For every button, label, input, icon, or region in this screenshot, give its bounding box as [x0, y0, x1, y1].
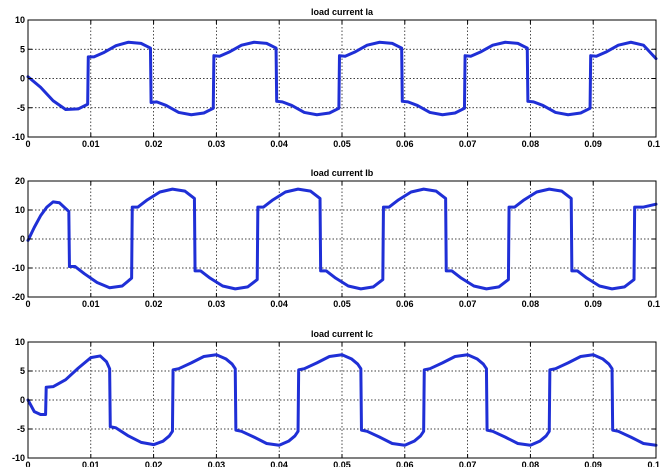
x-tick-label: 0.03 — [208, 139, 226, 149]
x-tick-label: 0.1 — [647, 460, 660, 467]
y-tick-label: 10 — [15, 337, 25, 347]
x-tick-label: 0.03 — [208, 460, 226, 467]
data-line-series-0 — [26, 40, 658, 117]
x-tick-label: 0.08 — [522, 460, 540, 467]
x-tick-label: 0.06 — [396, 299, 414, 309]
x-tick-label: 0.01 — [82, 460, 100, 467]
x-tick-label: 0.02 — [145, 460, 163, 467]
x-tick-label: 0.05 — [333, 299, 351, 309]
plot-title: load current Ia — [311, 7, 374, 17]
x-tick-label: 0.07 — [459, 299, 477, 309]
x-tick-label: 0.03 — [208, 299, 226, 309]
x-tick-label: 0.09 — [584, 139, 602, 149]
x-tick-label: 0.1 — [647, 299, 660, 309]
x-tick-label: 0 — [25, 139, 30, 149]
x-tick-label: 0.08 — [522, 139, 540, 149]
plot-panel-ic: load current Ic 0 0.01 0.02 0.03 0.04 0.05 0.06… — [12, 329, 660, 467]
y-tick-label: 0 — [20, 234, 25, 244]
data-line-series-0 — [26, 187, 658, 291]
x-tick-label: 0.06 — [396, 139, 414, 149]
x-tick-label: 0.04 — [270, 460, 288, 467]
x-tick-label: 0.08 — [522, 299, 540, 309]
x-tick-label: 0.01 — [82, 299, 100, 309]
y-tick-label: -5 — [17, 103, 25, 113]
y-tick-label: 5 — [20, 366, 25, 376]
y-tick-label: 20 — [15, 176, 25, 186]
y-tick-label: -10 — [12, 453, 25, 463]
y-tick-label: 10 — [15, 205, 25, 215]
y-tick-label: 0 — [20, 74, 25, 84]
x-tick-label: 0.07 — [459, 139, 477, 149]
x-tick-label: 0.07 — [459, 460, 477, 467]
x-tick-label: 0.01 — [82, 139, 100, 149]
x-tick-label: 0.06 — [396, 460, 414, 467]
data-line-series-0 — [26, 353, 658, 447]
x-tick-label: 0 — [25, 299, 30, 309]
x-tick-label: 0.04 — [270, 299, 288, 309]
y-tick-label: 5 — [20, 44, 25, 54]
plot-panel-ib: load current Ib 0 0.01 0.02 0.03 0.04 0.05 0.06… — [12, 168, 660, 309]
x-tick-label: 0.1 — [647, 139, 660, 149]
y-tick-label: -20 — [12, 292, 25, 302]
x-tick-label: 0.02 — [145, 299, 163, 309]
plot-title: load current Ib — [311, 168, 374, 178]
x-tick-label: 0.05 — [333, 139, 351, 149]
x-tick-label: 0.05 — [333, 460, 351, 467]
plot-panel-ia: load current Ia 0 0.01 0.02 0.03 0.04 0.05 0.06… — [12, 7, 660, 149]
x-tick-label: 0.09 — [584, 299, 602, 309]
y-tick-label: 0 — [20, 395, 25, 405]
y-tick-label: -10 — [12, 263, 25, 273]
y-tick-label: -5 — [17, 424, 25, 434]
x-tick-label: 0.04 — [270, 139, 288, 149]
plot-area — [28, 20, 656, 137]
x-tick-label: 0.09 — [584, 460, 602, 467]
y-tick-label: 10 — [15, 15, 25, 25]
x-tick-label: 0.02 — [145, 139, 163, 149]
x-tick-label: 0 — [25, 460, 30, 467]
y-tick-label: -10 — [12, 132, 25, 142]
plot-title: load current Ic — [311, 329, 373, 339]
